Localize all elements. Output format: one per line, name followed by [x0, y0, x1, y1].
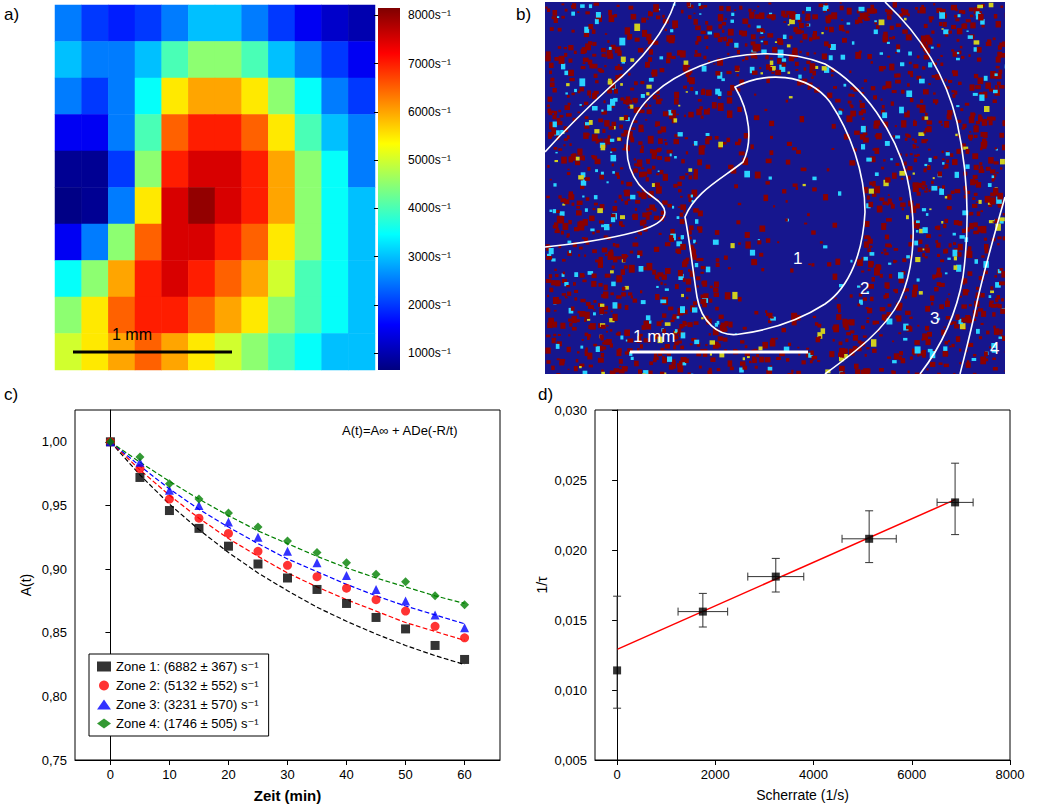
svg-text:4: 4 — [990, 339, 999, 358]
svg-text:8000: 8000 — [996, 767, 1025, 782]
svg-text:0,75: 0,75 — [42, 753, 67, 768]
svg-text:7000s⁻¹: 7000s⁻¹ — [408, 57, 451, 71]
svg-text:50: 50 — [398, 767, 412, 782]
svg-text:10: 10 — [162, 767, 176, 782]
svg-text:1: 1 — [793, 249, 802, 268]
svg-text:0,85: 0,85 — [42, 625, 67, 640]
svg-text:Zone 2: (5132 ± 552) s⁻¹: Zone 2: (5132 ± 552) s⁻¹ — [116, 678, 259, 693]
svg-text:8000s⁻¹: 8000s⁻¹ — [408, 8, 451, 22]
svg-text:2: 2 — [860, 279, 869, 298]
svg-text:2000: 2000 — [701, 767, 730, 782]
svg-text:1000s⁻¹: 1000s⁻¹ — [408, 346, 451, 360]
svg-text:Zone 4: (1746 ± 505) s⁻¹: Zone 4: (1746 ± 505) s⁻¹ — [116, 716, 259, 731]
svg-text:A(t): A(t) — [18, 574, 34, 597]
svg-text:b): b) — [516, 5, 531, 24]
svg-text:Zone 3: (3231 ± 570) s⁻¹: Zone 3: (3231 ± 570) s⁻¹ — [116, 697, 259, 712]
svg-text:0,95: 0,95 — [42, 498, 67, 513]
svg-text:40: 40 — [339, 767, 353, 782]
svg-text:A(t)=A∞ + ADe(-R/t): A(t)=A∞ + ADe(-R/t) — [342, 423, 457, 438]
svg-text:Scherrate (1/s): Scherrate (1/s) — [756, 787, 849, 803]
svg-text:1/τ: 1/τ — [534, 576, 550, 594]
svg-text:6000s⁻¹: 6000s⁻¹ — [408, 105, 451, 119]
svg-text:3: 3 — [930, 309, 939, 328]
svg-text:0,90: 0,90 — [42, 562, 67, 577]
svg-text:3000s⁻¹: 3000s⁻¹ — [408, 250, 451, 264]
svg-text:c): c) — [4, 385, 18, 404]
svg-text:4000: 4000 — [799, 767, 828, 782]
svg-text:1 mm: 1 mm — [633, 327, 676, 346]
svg-text:60: 60 — [457, 767, 471, 782]
svg-text:0,80: 0,80 — [42, 689, 67, 704]
svg-text:0: 0 — [613, 767, 620, 782]
svg-text:5000s⁻¹: 5000s⁻¹ — [408, 153, 451, 167]
svg-text:20: 20 — [221, 767, 235, 782]
svg-text:a): a) — [4, 5, 19, 24]
svg-text:d): d) — [538, 385, 553, 404]
svg-text:0,010: 0,010 — [554, 683, 587, 698]
svg-text:0,005: 0,005 — [554, 753, 587, 768]
svg-text:Zeit (min): Zeit (min) — [254, 787, 322, 804]
svg-text:6000: 6000 — [897, 767, 926, 782]
svg-text:2000s⁻¹: 2000s⁻¹ — [408, 298, 451, 312]
svg-text:0,020: 0,020 — [554, 543, 587, 558]
svg-text:1,00: 1,00 — [42, 434, 67, 449]
svg-text:0,025: 0,025 — [554, 473, 587, 488]
svg-text:0,015: 0,015 — [554, 613, 587, 628]
svg-text:4000s⁻¹: 4000s⁻¹ — [408, 201, 451, 215]
svg-text:1 mm: 1 mm — [112, 326, 152, 343]
svg-text:0,030: 0,030 — [554, 403, 587, 418]
svg-text:30: 30 — [280, 767, 294, 782]
svg-text:Zone 1: (6882 ± 367) s⁻¹: Zone 1: (6882 ± 367) s⁻¹ — [116, 659, 259, 674]
svg-text:0: 0 — [107, 767, 114, 782]
